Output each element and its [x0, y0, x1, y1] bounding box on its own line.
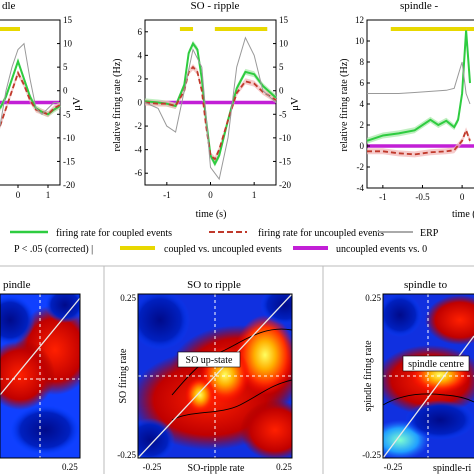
top-right-y-tick-label: -2	[357, 162, 365, 172]
heatmap-right-annotation-box	[402, 355, 470, 372]
top-left-x-tick-label: 1	[46, 190, 51, 200]
heatmap-middle: SO to ripple SO up-state 0.25 -0.25 SO f…	[117, 279, 293, 474]
heatmap-right: spindle to spindle centre 0.25 -0.25 spi…	[362, 279, 474, 474]
top-middle-x-tick-label: 0	[208, 190, 213, 200]
heatmap-right-ytick-bottom: -0.25	[362, 450, 381, 460]
top-left-panel: dle 15 10 5 0 -5 -10 -15 -20 μV 0 1	[0, 0, 83, 200]
top-right-y-tick-label: 12	[355, 15, 364, 25]
top-middle-title: SO - ripple	[191, 0, 240, 12]
top-right-y-tick-label: -4	[357, 183, 365, 193]
heatmap-middle-title: SO to ripple	[187, 279, 241, 291]
heatmap-middle-annotation: SO up-state	[186, 355, 234, 366]
legend-sig-zero-label: uncoupled events vs. 0	[336, 244, 427, 255]
top-left-uv-tick-label: 5	[63, 62, 68, 72]
heatmap-middle-xtick-right: 0.25	[276, 462, 292, 472]
heatmap-right-xtick-left: -0.25	[384, 462, 403, 472]
top-left-series-0	[0, 58, 61, 116]
top-left-band-1	[0, 70, 60, 130]
top-middle-ylabel: relative firing rate (Hz)	[112, 58, 123, 151]
top-right-ylabel: relative firing rate (Hz)	[339, 58, 350, 151]
heatmap-middle-annotation-box	[177, 351, 241, 368]
top-middle-uv-label: μV	[289, 97, 301, 111]
top-middle-y-tick-label: -6	[135, 168, 143, 178]
top-middle-x-tick-label: -1	[163, 190, 171, 200]
top-right-x-tick-label: -1	[379, 192, 387, 202]
top-left-uv-tick-label: -20	[63, 180, 75, 190]
top-middle-uv-tick-label: -5	[279, 109, 287, 119]
heatmap-left-tick: 0.25	[62, 462, 78, 472]
top-left-uv-tick-label: -10	[63, 133, 75, 143]
heatmap-right-frame	[382, 293, 474, 459]
top-left-series-1	[0, 70, 61, 127]
top-middle-series-2	[144, 36, 277, 181]
top-right-y-tick-label: 8	[360, 57, 365, 67]
legend-significance-label: P < .05 (corrected) |	[14, 244, 93, 255]
top-middle-y-tick-label: 4	[138, 50, 143, 60]
top-middle-uv-tick-label: -20	[279, 180, 291, 190]
top-middle-uv-tick-label: 15	[279, 15, 289, 25]
top-left-series-2	[0, 42, 60, 127]
top-right-series-1	[367, 127, 471, 156]
top-left-x-tick-label: 0	[16, 190, 21, 200]
top-right-band-1	[367, 127, 471, 158]
top-right-xlabel: time (	[452, 209, 474, 220]
top-middle-y-tick-label: 2	[138, 74, 143, 84]
top-middle-uv-tick-label: -15	[279, 156, 291, 166]
heatmap-left-title: pindle	[3, 279, 31, 291]
top-middle-uv-tick-label: 0	[279, 86, 284, 96]
heatmap-middle-ylabel: SO firing rate	[118, 348, 129, 404]
heatmap-middle-xlabel: SO-ripple rate	[188, 463, 245, 474]
legend-erp-label: ERP	[420, 228, 439, 239]
heatmap-middle-frame	[137, 293, 293, 459]
legend: firing rate for coupled events firing ra…	[10, 228, 439, 255]
heatmap-middle-xtick-left: -0.25	[143, 462, 162, 472]
heatmap-middle-ytick-top: 0.25	[120, 293, 136, 303]
top-right-y-tick-label: 6	[360, 78, 365, 88]
top-left-uv-tick-label: 10	[63, 39, 73, 49]
top-right-x-tick-label: -0.5	[415, 192, 430, 202]
top-middle-y-tick-label: -4	[135, 145, 143, 155]
heatmap-left-frame	[0, 293, 81, 459]
legend-uncoupled-label: firing rate for uncoupled events	[258, 228, 384, 239]
top-right-panel: spindle - relative firing rate (Hz) time…	[339, 0, 474, 220]
top-left-uv-label: μV	[71, 97, 83, 111]
heatmap-middle-ytick-bottom: -0.25	[117, 450, 136, 460]
legend-coupled-label: firing rate for coupled events	[56, 228, 172, 239]
heatmap-right-title: spindle to	[404, 279, 448, 291]
top-right-title: spindle -	[400, 0, 439, 12]
top-left-uv-tick-label: -15	[63, 156, 75, 166]
top-left-title: dle	[2, 0, 16, 12]
top-middle-uv-tick-label: 10	[279, 39, 289, 49]
top-middle-series-1	[144, 65, 277, 161]
legend-sig-coupled-label: coupled vs. uncoupled events	[164, 244, 282, 255]
top-middle-panel: SO - ripple relative firing rate (Hz) μV…	[112, 0, 301, 220]
top-right-y-tick-label: 0	[360, 141, 365, 151]
heatmap-right-xlabel: spindle-ri	[433, 463, 472, 474]
top-middle-xlabel: time (s)	[196, 209, 227, 220]
top-left-uv-tick-label: -5	[63, 109, 71, 119]
heatmap-right-ylabel: spindle firing rate	[363, 340, 374, 412]
heatmap-left: pindle 0.25	[0, 279, 81, 472]
top-right-y-tick-label: 10	[355, 36, 365, 46]
top-right-axes	[366, 19, 474, 189]
top-middle-uv-tick-label: -10	[279, 133, 291, 143]
top-middle-uv-tick-label: 5	[279, 62, 284, 72]
top-right-series-0	[366, 30, 471, 142]
top-right-x-tick-label: 0	[460, 192, 465, 202]
heatmap-right-ytick-top: 0.25	[365, 293, 381, 303]
top-middle-y-tick-label: -2	[135, 121, 143, 131]
top-left-uv-tick-label: 0	[63, 86, 68, 96]
top-left-uv-tick-label: 15	[63, 15, 73, 25]
top-middle-y-tick-label: 0	[138, 98, 143, 108]
top-right-y-tick-label: 4	[360, 99, 365, 109]
top-middle-y-tick-label: 6	[138, 27, 143, 37]
top-right-y-tick-label: 2	[360, 120, 365, 130]
top-right-series-2	[367, 61, 471, 105]
heatmap-right-annotation: spindle centre	[408, 359, 464, 370]
top-middle-x-tick-label: 1	[252, 190, 257, 200]
